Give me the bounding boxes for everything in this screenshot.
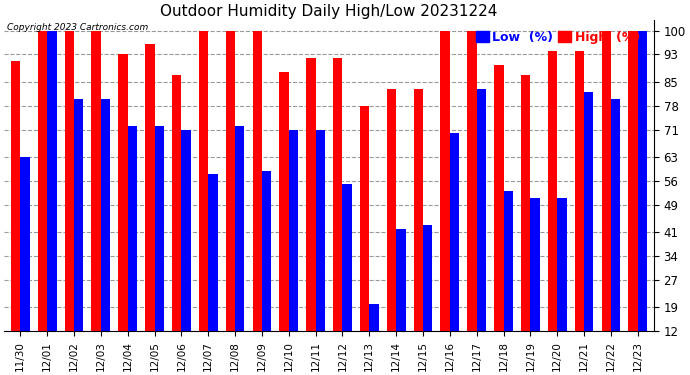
Bar	[440, 31, 450, 331]
Bar	[531, 198, 540, 331]
Bar	[575, 51, 584, 331]
Bar	[47, 31, 57, 331]
Bar	[413, 88, 423, 331]
Bar	[208, 174, 217, 331]
Bar	[279, 72, 288, 331]
Bar	[226, 31, 235, 331]
Bar	[504, 191, 513, 331]
Bar	[38, 31, 47, 331]
Bar	[145, 44, 155, 331]
Bar	[74, 99, 83, 331]
Bar	[315, 130, 325, 331]
Legend: Low  (%), High  (%): Low (%), High (%)	[475, 30, 641, 45]
Bar	[128, 126, 137, 331]
Bar	[262, 171, 271, 331]
Bar	[333, 58, 342, 331]
Bar	[20, 157, 30, 331]
Text: Copyright 2023 Cartronics.com: Copyright 2023 Cartronics.com	[8, 24, 148, 33]
Bar	[360, 106, 369, 331]
Bar	[65, 31, 74, 331]
Bar	[477, 88, 486, 331]
Bar	[629, 31, 638, 331]
Bar	[91, 31, 101, 331]
Bar	[172, 75, 181, 331]
Bar	[253, 31, 262, 331]
Bar	[288, 130, 298, 331]
Bar	[101, 99, 110, 331]
Bar	[342, 184, 352, 331]
Bar	[467, 31, 477, 331]
Bar	[306, 58, 315, 331]
Bar	[199, 31, 208, 331]
Bar	[235, 126, 244, 331]
Bar	[11, 62, 20, 331]
Bar	[584, 92, 593, 331]
Bar	[558, 198, 566, 331]
Bar	[494, 65, 504, 331]
Bar	[155, 126, 164, 331]
Title: Outdoor Humidity Daily High/Low 20231224: Outdoor Humidity Daily High/Low 20231224	[160, 4, 497, 19]
Bar	[638, 31, 647, 331]
Bar	[386, 88, 396, 331]
Bar	[611, 99, 620, 331]
Bar	[118, 54, 128, 331]
Bar	[423, 225, 433, 331]
Bar	[602, 31, 611, 331]
Bar	[450, 133, 460, 331]
Bar	[181, 130, 190, 331]
Bar	[396, 229, 406, 331]
Bar	[548, 51, 558, 331]
Bar	[521, 75, 531, 331]
Bar	[369, 304, 379, 331]
